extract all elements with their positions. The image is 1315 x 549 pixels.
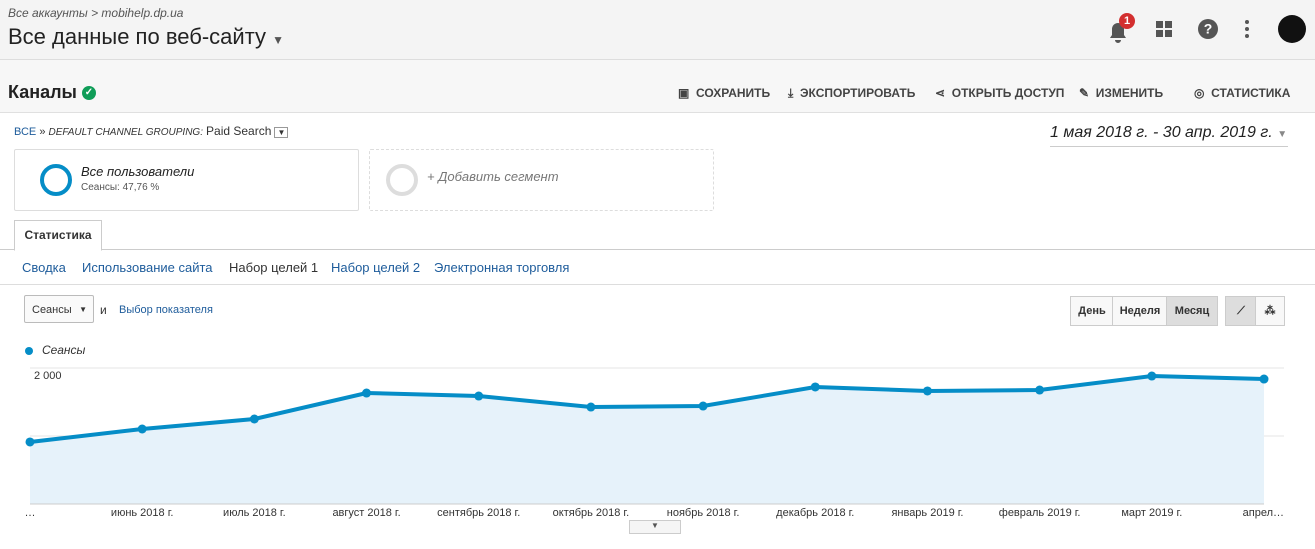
report-title: Каналы ✓ <box>8 82 96 103</box>
segment-card[interactable] <box>14 149 359 211</box>
x-tick-label: сентябрь 2018 г. <box>437 507 520 519</box>
avatar[interactable] <box>1278 15 1306 43</box>
path-value: Paid Search <box>206 124 272 138</box>
bell-icon[interactable] <box>1110 23 1126 43</box>
add-segment[interactable]: + Добавить сегмент <box>427 169 559 184</box>
view-title[interactable]: Все данные по веб-сайту ▼ <box>8 24 285 49</box>
add-segment-card[interactable] <box>369 149 714 211</box>
line-chart-button[interactable]: ⟋ <box>1225 296 1257 326</box>
motion-chart-button[interactable]: ⁂ <box>1255 296 1285 326</box>
point <box>249 414 259 424</box>
period-button-active[interactable]: Месяц <box>1166 296 1218 326</box>
breadcrumb-link[interactable]: mobihelp.dp.ua <box>101 6 184 20</box>
breadcrumb-link[interactable]: Все аккаунты <box>8 6 88 20</box>
x-tick-label: … <box>25 507 36 519</box>
x-tick-label: июль 2018 г. <box>223 507 286 519</box>
x-tick-label: июнь 2018 г. <box>111 507 174 519</box>
svg-text:?: ? <box>1204 21 1213 37</box>
action-label[interactable]: ЭКСПОРТИРОВАТЬ <box>799 86 916 100</box>
action-label[interactable]: СТАТИСТИКА <box>1211 86 1291 100</box>
legend-label: Сеансы <box>42 343 85 357</box>
action-export[interactable]: ⤓ ЭКСПОРТИРОВАТЬ <box>788 86 916 100</box>
subtab-active[interactable]: Набор целей 1 <box>229 260 319 275</box>
point <box>698 401 708 411</box>
header-bar <box>0 0 1315 60</box>
segment-name: Все пользователи <box>81 164 195 179</box>
tab[interactable]: Статистика <box>14 220 102 251</box>
date-range[interactable]: 1 мая 2018 г. - 30 апр. 2019 г. ▼ <box>1050 124 1288 147</box>
action-insights[interactable]: ◎ СТАТИСТИКА <box>1194 86 1291 100</box>
metric-select-text[interactable]: Сеансы <box>32 304 72 316</box>
tab-rule <box>0 249 1315 250</box>
report-title-text: Каналы <box>8 82 77 102</box>
x-tick-label: январь 2019 г. <box>891 507 963 519</box>
date-range-text[interactable]: 1 мая 2018 г. - 30 апр. 2019 г. <box>1050 124 1273 141</box>
segment-detail: Сеансы: 47,76 % <box>81 182 160 193</box>
notification-count: 1 <box>1124 15 1130 27</box>
apps-icon[interactable] <box>1156 21 1172 37</box>
segment-ring <box>40 164 72 196</box>
action-label[interactable]: ОТКРЫТЬ ДОСТУП <box>951 86 1065 100</box>
subtab[interactable]: Электронная торговля <box>434 260 570 275</box>
point <box>1147 371 1157 381</box>
metric-select[interactable]: Сеансы ▼ <box>24 295 94 323</box>
point <box>1259 374 1269 384</box>
point <box>586 402 596 412</box>
y-tick-label: 2 000 <box>34 370 62 382</box>
point <box>25 437 35 447</box>
x-tick-label: декабрь 2018 г. <box>776 507 854 519</box>
header-icons: 1 ? <box>1110 13 1306 43</box>
x-tick-label: ноябрь 2018 г. <box>667 507 740 519</box>
legend-dot <box>25 347 33 355</box>
period-button[interactable]: День <box>1070 296 1114 326</box>
badge <box>1119 13 1135 29</box>
menu-icon[interactable] <box>1245 20 1249 38</box>
add-segment-ring <box>386 164 418 196</box>
point <box>1035 385 1045 395</box>
report-bar <box>0 60 1315 113</box>
report-path: ВСЕ » DEFAULT CHANNEL GROUPING: Paid Sea… <box>14 124 289 138</box>
subtab[interactable]: Использование сайта <box>82 260 213 275</box>
x-tick-label: апрел… <box>1243 507 1284 519</box>
action-label[interactable]: ИЗМЕНИТЬ <box>1095 86 1164 100</box>
subtab-rule <box>0 284 1315 285</box>
subtab[interactable]: Набор целей 2 <box>331 260 421 275</box>
point <box>137 424 147 434</box>
path-root[interactable]: ВСЕ <box>14 126 37 138</box>
action-edit[interactable]: ✎ ИЗМЕНИТЬ <box>1079 86 1164 100</box>
point <box>810 382 820 392</box>
help-icon[interactable] <box>1198 19 1218 39</box>
x-tick-label: март 2019 г. <box>1121 507 1182 519</box>
period-button[interactable]: Неделя <box>1112 296 1168 326</box>
point <box>474 391 484 401</box>
conjunction: и <box>100 303 107 317</box>
x-tick-label: август 2018 г. <box>332 507 400 519</box>
action-label[interactable]: СОХРАНИТЬ <box>696 86 771 100</box>
point <box>922 386 932 396</box>
line <box>29 374 1265 444</box>
expand-handle[interactable]: ▼ <box>629 520 681 534</box>
breadcrumb: Все аккаунты > mobihelp.dp.ua <box>8 6 184 20</box>
x-tick-label: октябрь 2018 г. <box>553 507 630 519</box>
subtab[interactable]: Сводка <box>22 260 66 275</box>
view-title-text[interactable]: Все данные по веб-сайту <box>8 24 267 49</box>
x-tick-label: февраль 2019 г. <box>999 507 1081 519</box>
area <box>30 376 1264 504</box>
metric-link[interactable]: Выбор показателя <box>119 304 213 316</box>
action-share[interactable]: ⋖ ОТКРЫТЬ ДОСТУП <box>935 86 1065 100</box>
path-dimension: DEFAULT CHANNEL GROUPING: <box>48 127 203 138</box>
point <box>362 388 372 398</box>
action-save[interactable]: ▣ СОХРАНИТЬ <box>678 86 771 100</box>
